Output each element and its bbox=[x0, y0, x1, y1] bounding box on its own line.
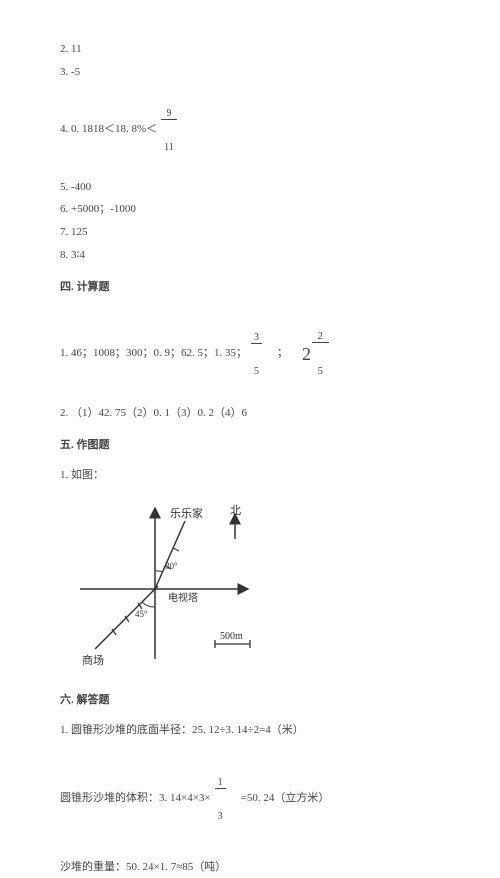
mixed-numerator: 2 bbox=[312, 331, 329, 344]
section-6-heading: 六. 解答题 bbox=[60, 691, 440, 711]
section-5-line-1: 1. 如图： bbox=[60, 466, 440, 486]
frac-numerator: 9 bbox=[161, 108, 177, 120]
answer-3: 3. -5 bbox=[60, 63, 440, 83]
frac-denominator: 11 bbox=[161, 142, 177, 153]
line-mall bbox=[95, 589, 155, 649]
frac-denominator: 3 bbox=[215, 811, 226, 822]
answer-4-text: 4. 0. 1818＜18. 8%＜ bbox=[60, 120, 157, 140]
s6-l2-pre: 圆锥形沙堆的体积：3. 14×4×3× bbox=[60, 789, 211, 809]
label-scale: 500m bbox=[220, 631, 243, 642]
answer-4-fraction: 9 11 bbox=[161, 86, 177, 175]
section-4-heading: 四. 计算题 bbox=[60, 278, 440, 298]
frac-denominator: 5 bbox=[251, 366, 262, 377]
s4-l1-mid: ； bbox=[266, 344, 299, 364]
s4-l1-frac1: 3 5 bbox=[251, 310, 262, 399]
angle-30 bbox=[155, 571, 163, 572]
mixed-whole: 2 bbox=[302, 338, 311, 370]
answer-2: 2. 11 bbox=[60, 40, 440, 60]
answer-5: 5. -400 bbox=[60, 178, 440, 198]
section-4-line-2: 2. （1）42. 75（2）0. 1（3）0. 2（4）6 bbox=[60, 404, 440, 424]
label-mall: 商场 bbox=[82, 653, 104, 667]
s4-l1-text: 1. 46；1008；300；0. 9；62. 5；1. 35； bbox=[60, 344, 247, 364]
diagram-figure: 乐乐家 30° 电视塔 45° 商场 北 500m bbox=[70, 499, 440, 677]
section-4-line-1: 1. 46；1008；300；0. 9；62. 5；1. 35； 3 5 ； 2… bbox=[60, 308, 440, 401]
section-6-line-2: 圆锥形沙堆的体积：3. 14×4×3× 1 3 =50. 24（立方米） bbox=[60, 755, 440, 844]
label-angle-45: 45° bbox=[135, 609, 148, 619]
answer-7: 7. 125 bbox=[60, 223, 440, 243]
line-lele bbox=[155, 521, 185, 589]
mixed-denominator: 5 bbox=[312, 366, 329, 378]
s6-l2-frac: 1 3 bbox=[215, 755, 226, 844]
label-tower: 电视塔 bbox=[168, 591, 198, 604]
answer-8: 8. 3∶4 bbox=[60, 246, 440, 266]
label-north: 北 bbox=[230, 504, 241, 517]
answer-6: 6. +5000；-1000 bbox=[60, 200, 440, 220]
frac-numerator: 1 bbox=[215, 777, 226, 789]
angle-45 bbox=[142, 602, 155, 607]
s4-l1-mixed: 2 2 5 bbox=[302, 308, 329, 401]
section-6-line-1: 1. 圆锥形沙堆的底面半径：25. 12÷3. 14÷2=4（米） bbox=[60, 721, 440, 741]
answer-4: 4. 0. 1818＜18. 8%＜ 9 11 bbox=[60, 86, 440, 175]
label-angle-30: 30° bbox=[165, 561, 178, 571]
section-6-line-3: 沙堆的重量：50. 24×1. 7≈85（吨） bbox=[60, 858, 440, 878]
label-lele: 乐乐家 bbox=[170, 506, 203, 520]
s6-l2-post: =50. 24（立方米） bbox=[230, 789, 330, 809]
section-5-heading: 五. 作图题 bbox=[60, 436, 440, 456]
frac-numerator: 3 bbox=[251, 332, 262, 344]
